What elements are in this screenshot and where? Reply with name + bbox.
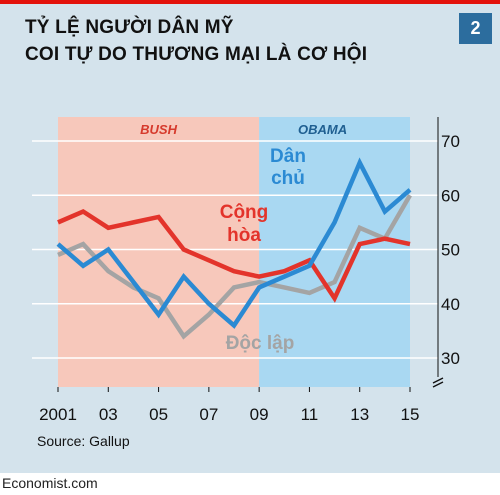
series-label-1: chủ — [271, 168, 305, 189]
period-labels: BUSH OBAMA — [140, 122, 347, 137]
axis-break-stroke — [432, 377, 444, 384]
top-accent-bar — [0, 0, 500, 4]
axis-break-gap — [432, 377, 444, 387]
gridlines — [32, 140, 438, 359]
x-tick-label: 11 — [301, 405, 319, 424]
chart-number-badge: 2 — [459, 13, 492, 44]
x-tick-label: 2001 — [39, 405, 77, 424]
x-tick-label: 03 — [99, 405, 118, 424]
y-tick-label: 30 — [441, 349, 460, 368]
axis-break-icon — [432, 377, 444, 388]
x-tick-label: 09 — [250, 405, 269, 424]
x-tick-label: 15 — [401, 405, 420, 424]
chart-title-line-2: COI TỰ DO THƯƠNG MẠI LÀ CƠ HỘI — [25, 44, 368, 65]
period-bands — [58, 117, 410, 387]
x-tick-label: 07 — [199, 405, 218, 424]
period-label-bush: BUSH — [140, 122, 177, 137]
series-lines — [56, 157, 412, 340]
period-band-obama — [259, 117, 410, 387]
watermark-text: Economist.com — [2, 475, 98, 491]
axis-break-marker — [432, 377, 444, 388]
watermark-bar: Economist.com — [0, 473, 500, 495]
y-tick-label: 70 — [441, 132, 460, 151]
chart-title: TỶ LỆ NGƯỜI DÂN MỸ COI TỰ DO THƯƠNG MẠI … — [25, 14, 367, 68]
series-line-0 — [57, 208, 411, 303]
period-label-obama: OBAMA — [298, 122, 347, 137]
y-tick-label: 60 — [441, 186, 460, 205]
x-tick-labels: 2001 03 05 07 09 11 13 15 — [39, 387, 419, 424]
y-tick-label: 40 — [441, 295, 460, 314]
x-tick-label: 05 — [149, 405, 168, 424]
source-note: Source: Gallup — [37, 433, 130, 449]
series-label-1: Dân — [270, 146, 306, 167]
series-label-2: Độc lập — [226, 333, 295, 354]
axis-break-stroke — [432, 381, 444, 388]
chart-title-line-1: TỶ LỆ NGƯỜI DÂN MỸ — [25, 17, 234, 38]
series-line-2 — [57, 194, 412, 340]
y-tick-label: 50 — [441, 241, 460, 260]
y-tick-labels: 30 40 50 60 70 — [441, 132, 460, 368]
x-tick-label: 13 — [350, 405, 369, 424]
series-label-0: hòa — [227, 225, 261, 246]
series-label-0: Cộng — [220, 202, 269, 223]
series-line-1 — [56, 157, 412, 329]
